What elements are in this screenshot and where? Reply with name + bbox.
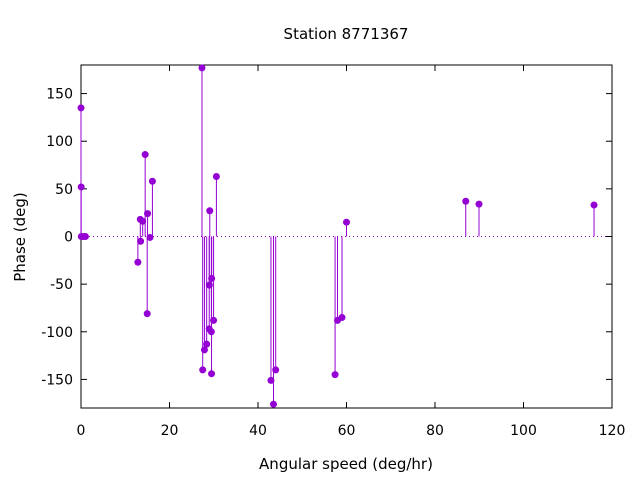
- x-tick-label: 20: [161, 423, 179, 439]
- data-point: [81, 233, 89, 240]
- x-tick-label: 0: [77, 423, 86, 439]
- data-point: [146, 233, 154, 241]
- data-point: [137, 237, 145, 245]
- data-point: [198, 64, 206, 72]
- y-tick-label: -50: [50, 277, 73, 293]
- y-tick-label: 0: [64, 230, 73, 246]
- data-point: [199, 366, 207, 374]
- data-point: [462, 197, 470, 205]
- data-point: [212, 172, 220, 180]
- y-axis-label: Phase (deg): [11, 192, 29, 282]
- data-point: [269, 400, 277, 408]
- y-tick-label: 100: [46, 134, 73, 150]
- data-point: [343, 218, 350, 226]
- data-point: [205, 281, 213, 289]
- x-tick-label: 40: [249, 423, 267, 439]
- y-tick-label: -100: [41, 325, 73, 341]
- y-tick-label: 50: [55, 182, 73, 198]
- data-point: [208, 370, 216, 378]
- x-tick-label: 80: [426, 423, 444, 439]
- data-point: [77, 183, 85, 191]
- data-point: [210, 316, 218, 324]
- data-point: [139, 217, 147, 225]
- data-point: [331, 371, 339, 379]
- data-point: [267, 376, 275, 384]
- data-point: [148, 177, 156, 185]
- plot-content: 0 20 40 60 80 100 120 -150 -100 -50 0 50 100 150: [41, 64, 625, 439]
- data-point: [200, 346, 208, 354]
- y-tick-label: 150: [46, 87, 73, 103]
- data-point: [208, 274, 216, 282]
- y-tick-label: -150: [41, 372, 73, 388]
- data-point: [144, 210, 152, 218]
- data-point: [475, 200, 483, 208]
- data-point: [143, 310, 151, 318]
- data-point: [590, 201, 598, 209]
- x-tick-label: 100: [510, 423, 537, 439]
- data-point: [203, 340, 211, 348]
- x-tick-label: 120: [599, 423, 626, 439]
- x-tick-label: 60: [338, 423, 356, 439]
- chart-title: Station 8771367: [284, 25, 409, 43]
- data-point: [134, 258, 142, 266]
- data-point: [338, 313, 346, 321]
- x-axis-label: Angular speed (deg/hr): [259, 455, 433, 473]
- data-point: [141, 151, 149, 159]
- data-point: [207, 328, 215, 336]
- data-point: [77, 104, 85, 112]
- data-point: [206, 207, 214, 215]
- data-point: [272, 366, 280, 374]
